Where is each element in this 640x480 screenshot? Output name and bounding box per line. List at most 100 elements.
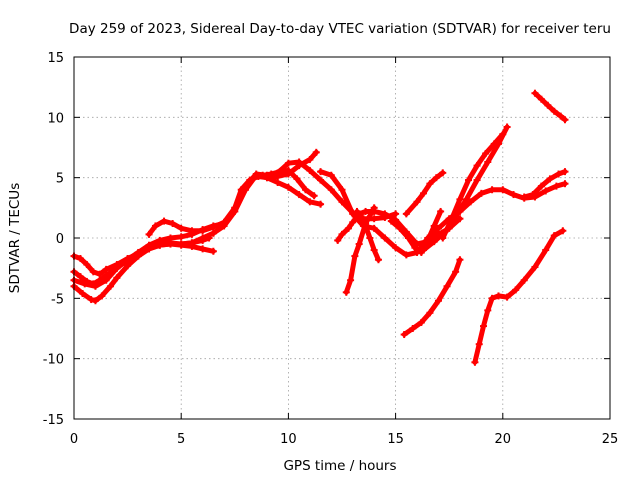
data-point bbox=[351, 252, 359, 260]
data-point bbox=[503, 293, 511, 301]
data-point bbox=[480, 322, 488, 330]
data-point bbox=[295, 158, 303, 166]
data-point bbox=[145, 230, 153, 238]
data-point bbox=[417, 318, 425, 326]
data-point bbox=[151, 222, 159, 230]
data-point bbox=[464, 176, 472, 184]
data-point bbox=[550, 107, 558, 115]
data-point bbox=[426, 309, 434, 317]
data-point bbox=[102, 265, 110, 273]
y-axis-ticks: -15 -10 -5 0 5 10 15 bbox=[43, 51, 610, 428]
data-point bbox=[83, 261, 91, 269]
data-point bbox=[306, 166, 314, 174]
data-point bbox=[344, 224, 352, 232]
data-point bbox=[557, 112, 565, 120]
series-arc-17 bbox=[401, 257, 463, 337]
data-point bbox=[113, 274, 121, 282]
data-point bbox=[443, 282, 451, 290]
data-point bbox=[400, 331, 408, 339]
data-point bbox=[424, 236, 432, 244]
data-point bbox=[561, 168, 569, 176]
data-point bbox=[402, 210, 410, 218]
data-point bbox=[434, 224, 442, 232]
series-arc-16 bbox=[440, 131, 506, 241]
y-tick-label: -10 bbox=[43, 353, 64, 368]
data-point bbox=[166, 239, 174, 247]
data-point bbox=[96, 270, 104, 278]
data-point bbox=[437, 207, 445, 215]
data-point bbox=[124, 256, 132, 264]
data-point bbox=[160, 217, 168, 225]
data-point bbox=[156, 240, 164, 248]
data-point bbox=[542, 246, 550, 254]
data-point bbox=[482, 150, 490, 158]
data-point bbox=[430, 222, 438, 230]
data-point bbox=[267, 170, 275, 178]
series-arc-13 bbox=[388, 209, 444, 255]
x-axis-label: GPS time / hours bbox=[283, 458, 396, 474]
data-point bbox=[302, 186, 310, 194]
data-point bbox=[484, 158, 492, 166]
data-point bbox=[471, 358, 479, 366]
data-point bbox=[177, 233, 185, 241]
data-point bbox=[561, 180, 569, 188]
data-point bbox=[209, 247, 217, 255]
data-point bbox=[555, 170, 563, 178]
data-point bbox=[312, 148, 320, 156]
y-tick-label: 15 bbox=[47, 51, 64, 66]
data-point bbox=[392, 244, 400, 252]
data-point bbox=[91, 282, 99, 290]
data-point bbox=[462, 195, 470, 203]
data-point bbox=[188, 239, 196, 247]
data-point bbox=[537, 95, 545, 103]
data-point bbox=[242, 182, 250, 190]
data-point bbox=[434, 297, 442, 305]
data-point bbox=[473, 176, 481, 184]
data-point bbox=[411, 244, 419, 252]
data-point bbox=[381, 234, 389, 242]
data-point bbox=[89, 268, 97, 276]
data-point bbox=[199, 245, 207, 253]
x-tick-label: 15 bbox=[387, 432, 404, 447]
data-point bbox=[490, 140, 498, 148]
data-point bbox=[520, 276, 528, 284]
data-point bbox=[392, 210, 400, 218]
data-point bbox=[550, 232, 558, 240]
data-point bbox=[544, 101, 552, 109]
data-point bbox=[419, 246, 427, 254]
data-point bbox=[512, 286, 520, 294]
data-point bbox=[106, 282, 114, 290]
data-point bbox=[359, 216, 367, 224]
data-point bbox=[510, 191, 518, 199]
data-point bbox=[552, 182, 560, 190]
data-point bbox=[342, 288, 350, 296]
data-point bbox=[409, 325, 417, 332]
data-point bbox=[209, 229, 217, 237]
data-point bbox=[274, 178, 282, 186]
data-point bbox=[404, 234, 412, 242]
data-point bbox=[484, 306, 492, 314]
y-tick-label: -5 bbox=[51, 292, 64, 307]
data-point bbox=[347, 276, 355, 284]
data-point bbox=[98, 292, 106, 300]
data-point bbox=[475, 340, 483, 348]
data-point bbox=[220, 222, 228, 230]
data-point bbox=[306, 156, 314, 164]
data-point bbox=[317, 168, 325, 176]
data-point bbox=[370, 246, 378, 254]
y-tick-label: 10 bbox=[47, 111, 64, 126]
data-point bbox=[334, 236, 342, 244]
data-point bbox=[387, 217, 395, 225]
data-point bbox=[559, 227, 567, 235]
data-point bbox=[76, 255, 84, 263]
data-point bbox=[145, 244, 153, 252]
data-point bbox=[456, 215, 464, 223]
data-point bbox=[327, 186, 335, 194]
data-point bbox=[499, 186, 507, 194]
data-point bbox=[338, 198, 346, 206]
data-point bbox=[413, 198, 421, 206]
x-tick-label: 5 bbox=[177, 432, 185, 447]
data-point bbox=[488, 186, 496, 194]
data-point bbox=[370, 215, 378, 223]
